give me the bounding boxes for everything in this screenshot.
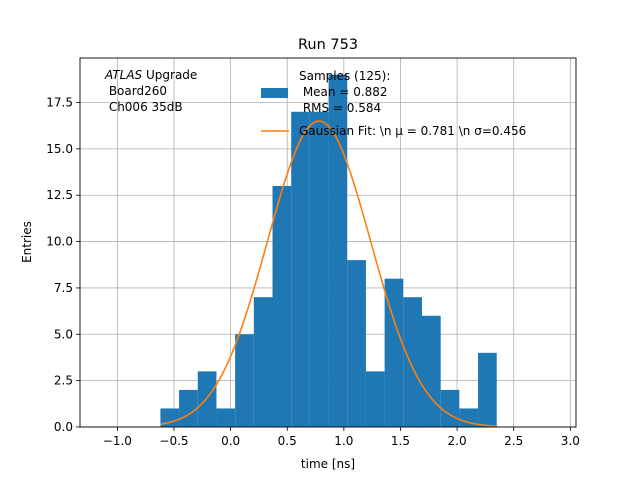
- plot-area-frame: [79, 57, 577, 428]
- legend-histogram-line-2: Mean = 0.882: [299, 85, 388, 99]
- histogram-bar-15: [440, 389, 460, 427]
- histogram-bar-10: [347, 260, 366, 427]
- x-tick-label-0: −1.0: [103, 434, 132, 448]
- x-tick-label-1: −0.5: [159, 434, 188, 448]
- fit-curve: [160, 120, 497, 427]
- histogram-bar-2: [197, 371, 217, 427]
- y-tick-label-0: 0.0: [54, 420, 73, 434]
- annotation-text: ATLAS Upgrade Board260 Ch006 35dB: [104, 68, 197, 114]
- histogram-bar-14: [421, 315, 441, 427]
- histogram-bar-12: [384, 278, 404, 427]
- y-tick-label-6: 15.0: [46, 142, 73, 156]
- legend-histogram-line-1: Samples (125):: [299, 69, 390, 83]
- histogram-bar-13: [403, 297, 422, 427]
- x-axis-label: time [ns]: [301, 457, 355, 471]
- y-axis-label: Entries: [20, 221, 34, 263]
- y-tick-label-5: 12.5: [46, 188, 73, 202]
- histogram-bar-9: [328, 74, 348, 427]
- histogram-bar-11: [365, 371, 385, 427]
- x-tick-label-6: 2.0: [448, 434, 467, 448]
- histogram-bar-1: [179, 389, 198, 427]
- annotation-upgrade: Upgrade: [142, 68, 197, 82]
- histogram-bar-4: [235, 334, 254, 427]
- x-tick-label-4: 1.0: [334, 434, 353, 448]
- annotation-atlas: ATLAS: [104, 68, 143, 82]
- annotation-line-1: ATLAS Upgrade: [104, 68, 197, 82]
- gaussian-fit: [160, 120, 497, 427]
- histogram-bar-8: [309, 111, 329, 428]
- y-tick-label-1: 2.5: [54, 374, 73, 388]
- histogram-bar-3: [216, 408, 236, 427]
- histogram-bar-17: [478, 352, 497, 427]
- x-tick-label-5: 1.5: [391, 434, 410, 448]
- legend-histogram-swatch: [261, 88, 288, 98]
- chart-title: Run 753: [298, 37, 358, 53]
- y-tick-label-7: 17.5: [46, 96, 73, 110]
- histogram-bar-16: [459, 408, 479, 427]
- x-tick-label-7: 2.5: [504, 434, 523, 448]
- y-axis-ticks: 0.0 2.5 5.0 7.5 10.0 12.5 15.0 17.5: [46, 96, 80, 434]
- histogram-bar-0: [160, 408, 180, 427]
- x-tick-label-3: 0.5: [278, 434, 297, 448]
- y-tick-label-4: 10.0: [46, 235, 73, 249]
- x-axis-ticks: −1.0 −0.5 0.0 0.5 1.0 1.5 2.0 2.5 3.0: [103, 427, 580, 448]
- histogram-bar-6: [272, 185, 292, 427]
- annotation-line-3: Ch006 35dB: [105, 100, 183, 114]
- histogram-bar-7: [291, 111, 310, 428]
- x-tick-label-8: 3.0: [561, 434, 580, 448]
- legend: Samples (125): Mean = 0.882 RMS = 0.584 …: [261, 69, 526, 138]
- x-tick-label-2: 0.0: [221, 434, 240, 448]
- y-tick-label-2: 5.0: [54, 327, 73, 341]
- legend-fit-label: Gaussian Fit: \n μ = 0.781 \n σ=0.456: [299, 124, 526, 138]
- histogram-bar-5: [253, 297, 273, 427]
- legend-histogram-line-3: RMS = 0.584: [299, 101, 381, 115]
- annotation-line-2: Board260: [105, 84, 167, 98]
- y-tick-label-3: 7.5: [54, 281, 73, 295]
